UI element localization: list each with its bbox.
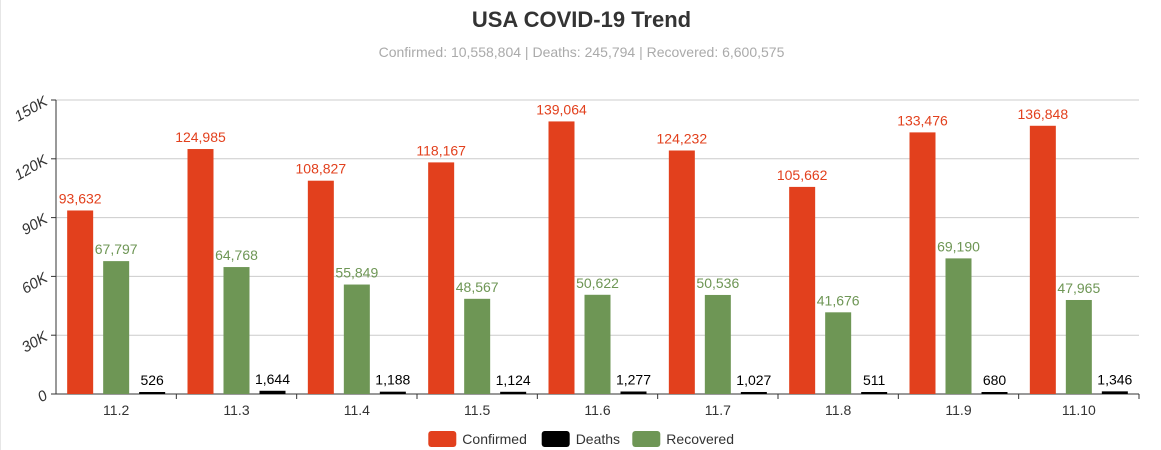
- bar-recovered: [1065, 299, 1092, 394]
- data-label-recovered: 64,768: [215, 247, 258, 263]
- data-label-confirmed: 93,632: [59, 190, 102, 206]
- x-tick-label: 11.5: [464, 402, 490, 418]
- data-label-confirmed: 139,064: [536, 101, 587, 117]
- legend-label-deaths: Deaths: [576, 431, 620, 447]
- x-tick-label: 11.9: [945, 402, 971, 418]
- bar-deaths: [259, 390, 286, 394]
- data-label-confirmed: 105,662: [777, 167, 828, 183]
- bar-confirmed: [67, 210, 94, 394]
- chart-subtitle: Confirmed: 10,558,804 | Deaths: 245,794 …: [378, 44, 785, 60]
- bar-confirmed: [668, 150, 695, 394]
- bar-confirmed: [789, 186, 816, 394]
- data-label-confirmed: 108,827: [296, 161, 347, 177]
- legend-swatch-deaths: [541, 431, 570, 447]
- data-label-confirmed: 133,476: [897, 112, 948, 128]
- bar-deaths: [981, 392, 1008, 394]
- chart-title: USA COVID-19 Trend: [471, 7, 692, 32]
- y-tick-label: 0: [35, 387, 51, 406]
- x-tick-label: 11.10: [1062, 402, 1096, 418]
- legend-swatch-confirmed: [428, 431, 457, 447]
- data-label-deaths: 680: [983, 372, 1007, 388]
- legend-swatch-recovered: [632, 431, 661, 447]
- bar-deaths: [379, 391, 406, 394]
- data-label-recovered: 48,567: [456, 279, 499, 295]
- y-tick-label: 90K: [19, 210, 51, 239]
- bar-deaths: [740, 391, 767, 394]
- data-label-deaths: 1,124: [496, 372, 531, 388]
- data-label-deaths: 1,027: [736, 372, 771, 388]
- bar-deaths: [139, 392, 166, 394]
- legend-label-recovered: Recovered: [666, 431, 734, 447]
- bar-deaths: [620, 391, 647, 394]
- bar-recovered: [343, 284, 370, 394]
- bar-confirmed: [307, 180, 334, 394]
- bar-deaths: [500, 391, 527, 394]
- y-tick-label: 150K: [12, 93, 52, 126]
- data-label-deaths: 1,644: [255, 371, 290, 387]
- bar-deaths: [861, 392, 888, 394]
- data-label-recovered: 69,190: [937, 238, 980, 254]
- x-tick-label: 11.7: [705, 402, 731, 418]
- x-tick-label: 11.8: [825, 402, 851, 418]
- bar-recovered: [464, 298, 491, 394]
- data-label-recovered: 50,622: [576, 275, 619, 291]
- bar-confirmed: [909, 132, 936, 395]
- bar-recovered: [223, 267, 250, 394]
- x-tick-label: 11.3: [223, 402, 249, 418]
- x-tick-label: 11.6: [584, 402, 610, 418]
- bar-recovered: [945, 258, 972, 394]
- data-label-confirmed: 124,985: [175, 129, 226, 145]
- bar-confirmed: [548, 121, 575, 394]
- data-label-deaths: 1,346: [1097, 371, 1132, 387]
- bar-recovered: [825, 312, 852, 394]
- legend-label-confirmed: Confirmed: [462, 431, 527, 447]
- data-label-recovered: 50,536: [696, 275, 739, 291]
- y-tick-label: 60K: [19, 269, 51, 298]
- data-label-confirmed: 118,167: [416, 142, 466, 158]
- data-label-recovered: 67,797: [95, 241, 138, 257]
- bar-recovered: [103, 261, 130, 394]
- bar-confirmed: [1029, 125, 1056, 394]
- data-label-recovered: 41,676: [817, 292, 860, 308]
- bar-recovered: [584, 294, 611, 394]
- data-label-deaths: 1,277: [616, 371, 651, 387]
- bar-confirmed: [187, 149, 214, 394]
- data-label-confirmed: 124,232: [657, 131, 708, 147]
- data-label-deaths: 511: [863, 372, 886, 388]
- bar-deaths: [1101, 391, 1128, 394]
- data-label-recovered: 47,965: [1057, 280, 1100, 296]
- y-tick-label: 30K: [19, 328, 51, 357]
- x-tick-label: 11.2: [103, 402, 129, 418]
- data-label-confirmed: 136,848: [1018, 106, 1069, 122]
- bar-recovered: [704, 294, 731, 394]
- bar-confirmed: [428, 162, 455, 394]
- data-label-deaths: 526: [140, 372, 164, 388]
- y-tick-label: 120K: [12, 151, 52, 184]
- x-tick-label: 11.4: [344, 402, 370, 418]
- data-label-deaths: 1,188: [375, 372, 410, 388]
- data-label-recovered: 55,849: [335, 265, 378, 281]
